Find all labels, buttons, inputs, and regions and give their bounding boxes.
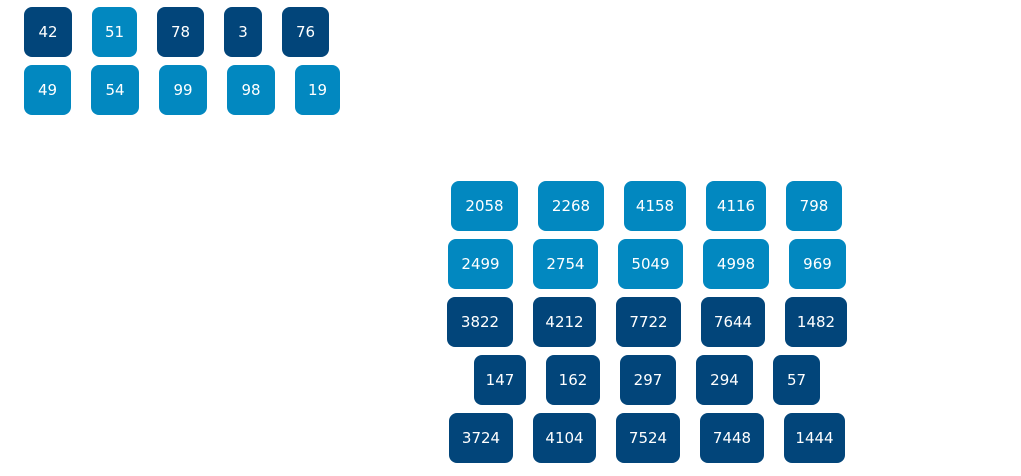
tile-value: 1444 [795, 429, 834, 447]
large-tile[interactable]: 4212 [533, 297, 596, 347]
tile-value: 5049 [631, 255, 670, 273]
large-tile[interactable]: 147 [474, 355, 526, 405]
tile-value: 2058 [465, 197, 504, 215]
tile-value: 3 [238, 23, 248, 41]
large-tile[interactable]: 969 [789, 239, 846, 289]
large-tile[interactable]: 2754 [533, 239, 598, 289]
tile-value: 4212 [545, 313, 584, 331]
large-tile[interactable]: 4104 [533, 413, 596, 463]
large-tile[interactable]: 4158 [624, 181, 686, 231]
large-tile[interactable]: 294 [696, 355, 753, 405]
large-tile[interactable]: 57 [773, 355, 820, 405]
tile-value: 4158 [635, 197, 675, 215]
tile-value: 798 [799, 197, 829, 215]
tile-value: 7524 [628, 429, 668, 447]
tile-value: 7644 [713, 313, 753, 331]
small-tile[interactable]: 78 [157, 7, 204, 57]
tile-value: 969 [803, 255, 832, 273]
tile-value: 42 [38, 23, 58, 41]
tile-value: 4998 [716, 255, 756, 273]
large-tile[interactable]: 4116 [706, 181, 766, 231]
large-tile[interactable]: 2499 [448, 239, 513, 289]
large-tile[interactable]: 7524 [616, 413, 680, 463]
tile-value: 7448 [712, 429, 752, 447]
tile-value: 297 [633, 371, 663, 389]
large-tile[interactable]: 7722 [616, 297, 681, 347]
small-tile[interactable]: 3 [224, 7, 262, 57]
small-tile[interactable]: 49 [24, 65, 71, 115]
large-tile[interactable]: 5049 [618, 239, 683, 289]
large-tile[interactable]: 2268 [538, 181, 604, 231]
small-tile[interactable]: 54 [91, 65, 139, 115]
small-tile[interactable]: 76 [282, 7, 329, 57]
small-tile[interactable]: 51 [92, 7, 137, 57]
tile-value: 4104 [545, 429, 584, 447]
tile-value: 78 [170, 23, 191, 41]
tile-value: 54 [105, 81, 125, 99]
large-tile[interactable]: 3822 [447, 297, 513, 347]
large-tile[interactable]: 1444 [784, 413, 845, 463]
tile-value: 98 [241, 81, 261, 99]
tile-value: 162 [558, 371, 588, 389]
tile-value: 51 [104, 23, 125, 41]
small-tile[interactable]: 19 [295, 65, 340, 115]
tile-value: 3724 [461, 429, 501, 447]
tile-value: 19 [307, 81, 328, 99]
tile-value: 2268 [551, 197, 591, 215]
tile-value: 1482 [796, 313, 836, 331]
tile-value: 7722 [629, 313, 668, 331]
tile-value: 147 [485, 371, 515, 389]
large-tile[interactable]: 4998 [703, 239, 769, 289]
large-tile[interactable]: 1482 [785, 297, 847, 347]
tile-value: 2754 [546, 255, 585, 273]
tile-value: 49 [37, 81, 58, 99]
tile-value: 294 [710, 371, 739, 389]
tile-value: 2499 [461, 255, 500, 273]
large-tile[interactable]: 798 [786, 181, 842, 231]
large-tile[interactable]: 7644 [701, 297, 765, 347]
tile-value: 3822 [460, 313, 500, 331]
large-tile[interactable]: 2058 [451, 181, 518, 231]
large-tile[interactable]: 3724 [449, 413, 513, 463]
tile-value: 4116 [716, 197, 756, 215]
tile-value: 57 [786, 371, 807, 389]
large-tile[interactable]: 162 [546, 355, 600, 405]
large-tile[interactable]: 297 [620, 355, 676, 405]
small-tile[interactable]: 99 [159, 65, 207, 115]
tile-value: 99 [173, 81, 193, 99]
small-tile[interactable]: 98 [227, 65, 275, 115]
small-tile[interactable]: 42 [24, 7, 72, 57]
tile-value: 76 [295, 23, 316, 41]
large-tile[interactable]: 7448 [700, 413, 764, 463]
